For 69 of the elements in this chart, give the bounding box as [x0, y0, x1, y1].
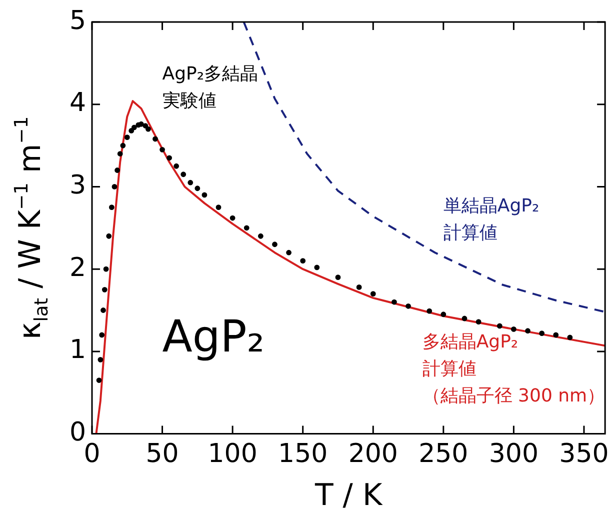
series-label: AgP₂多結晶実験値	[162, 64, 258, 112]
point	[128, 128, 134, 134]
point	[152, 136, 158, 142]
point	[286, 250, 292, 256]
point	[106, 233, 112, 239]
point	[194, 186, 200, 192]
point	[356, 284, 362, 290]
point	[440, 312, 446, 318]
series-label: 多結晶AgP₂計算値（結晶子径 300 nm）	[422, 331, 606, 406]
y-tick-label: 0	[69, 418, 86, 448]
series-label: 単結晶AgP₂計算値	[443, 195, 540, 244]
point	[216, 204, 222, 210]
x-tick-label: 300	[488, 439, 539, 470]
point	[96, 378, 102, 383]
point	[202, 192, 208, 198]
y-tick-label: 1	[69, 335, 86, 366]
point	[99, 332, 105, 338]
point	[314, 264, 320, 270]
point	[103, 266, 109, 272]
point	[300, 258, 306, 264]
point	[100, 308, 106, 313]
point	[392, 299, 397, 305]
y-axis-title: κlat / W K−1 m−1	[11, 116, 52, 340]
point	[496, 323, 502, 329]
x-tick-label: 200	[348, 439, 398, 470]
point	[567, 334, 573, 340]
y-tick-label: 5	[69, 6, 86, 36]
point	[114, 168, 120, 173]
point	[553, 332, 559, 338]
point	[108, 204, 114, 210]
point	[138, 121, 144, 127]
x-tick-label: 50	[146, 439, 179, 470]
point	[272, 242, 278, 248]
x-tick-label: 100	[208, 439, 258, 470]
point	[511, 326, 516, 332]
x-tick-label: 150	[278, 439, 328, 470]
point	[426, 308, 432, 314]
point	[166, 155, 172, 161]
point	[539, 330, 545, 336]
point	[476, 319, 482, 324]
point	[525, 328, 530, 334]
x-tick-label: 250	[418, 439, 468, 470]
point	[462, 316, 468, 322]
point	[230, 215, 236, 221]
point	[112, 184, 118, 190]
point	[120, 142, 126, 148]
y-tick-label: 3	[69, 170, 86, 200]
point	[180, 172, 186, 178]
point	[244, 225, 250, 231]
point	[258, 233, 264, 239]
point	[98, 356, 104, 362]
point	[142, 123, 148, 128]
point	[124, 134, 130, 140]
point	[406, 303, 411, 309]
annotation: AgP₂	[162, 311, 264, 362]
point	[102, 286, 108, 292]
point	[117, 151, 123, 156]
x-axis-title: T / K	[314, 478, 384, 513]
y-tick-label: 2	[69, 252, 86, 283]
point	[188, 180, 194, 186]
point	[131, 124, 137, 130]
point	[370, 291, 376, 296]
point	[335, 274, 341, 280]
point	[146, 126, 151, 132]
point	[174, 163, 180, 169]
y-tick-label: 4	[69, 88, 86, 118]
line-series	[242, 22, 606, 313]
x-tick-label: 350	[559, 439, 609, 470]
point	[160, 146, 165, 152]
